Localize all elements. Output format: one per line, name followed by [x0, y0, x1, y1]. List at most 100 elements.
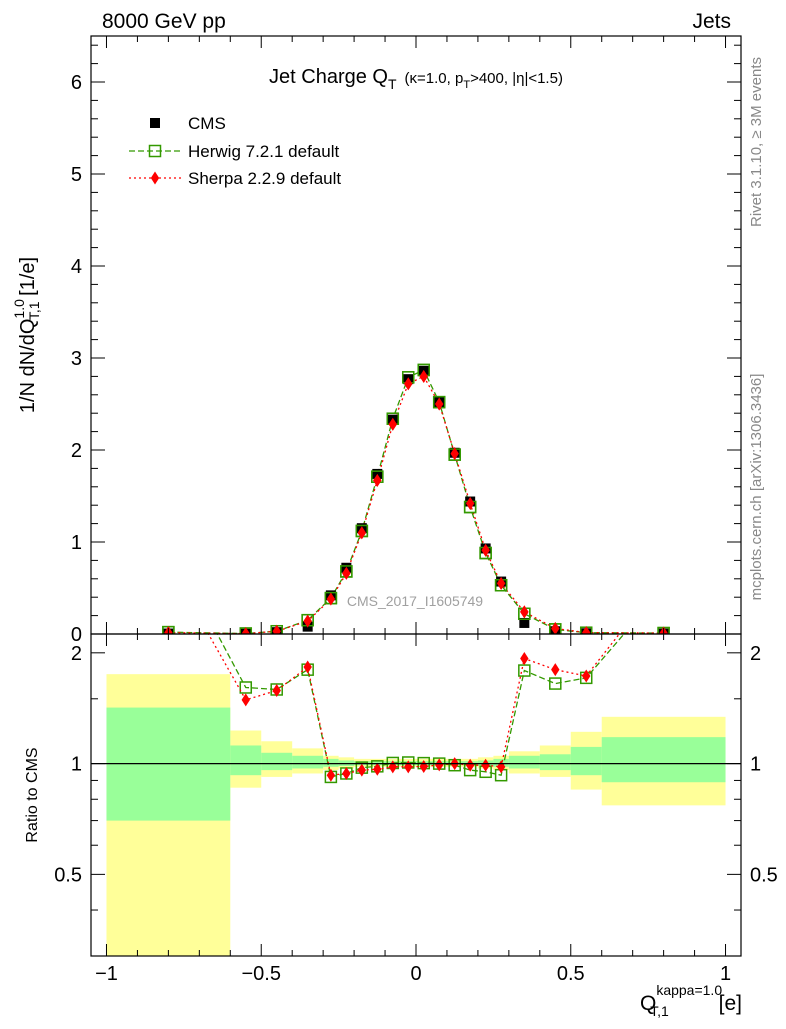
ratio-y-tick-label-right: 0.5	[750, 864, 778, 886]
band-inner	[539, 754, 571, 771]
sherpa-point-overlay	[357, 526, 367, 540]
main-series-layer	[162, 363, 670, 634]
xlabel-pre: Q	[640, 992, 656, 1015]
sherpa-point-overlay	[419, 369, 428, 383]
ratio-series-layer	[163, 537, 669, 784]
sherpa-point	[465, 758, 475, 772]
sherpa-point-overlay	[404, 377, 413, 391]
sherpa-point-overlay	[450, 447, 459, 461]
band-inner	[261, 752, 293, 771]
legend-label: Herwig 7.2.1 default	[188, 142, 339, 161]
legend-label: Sherpa 2.2.9 default	[188, 169, 341, 188]
sherpa-point-overlay	[388, 417, 397, 431]
ratio-y-tick-label-right: 2	[750, 643, 761, 665]
sherpa-point	[435, 758, 444, 772]
title-main-sub: T	[388, 76, 397, 92]
sherpa-point-overlay	[326, 592, 336, 606]
band-inner	[292, 755, 324, 769]
ratio-y-tick-label: 1	[71, 754, 82, 776]
series-line-herwig	[216, 634, 625, 778]
sherpa-point-overlay	[373, 473, 382, 487]
sherpa-point-overlay	[241, 627, 250, 634]
sherpa-point	[582, 669, 591, 683]
cms-data-point	[519, 617, 530, 628]
legend-label: CMS	[188, 114, 226, 133]
sherpa-point-overlay	[435, 397, 444, 411]
xlabel-post: [e]	[713, 992, 742, 1015]
ratio-y-tick-label-right: 1	[750, 754, 761, 776]
title-main: Jet Charge Q	[269, 66, 388, 88]
herwig-point	[518, 664, 531, 677]
energy-label: 8000 GeV pp	[102, 10, 226, 33]
ratio-axes: −1 −0.5 0 0.5 1 0.5 0.5 1 1 2 2	[54, 633, 778, 985]
legend-marker-cms	[150, 118, 160, 128]
sherpa-point	[520, 652, 529, 666]
band-inner	[230, 745, 262, 776]
legend-marker-herwig	[148, 144, 162, 158]
rivet-label: Rivet 3.1.10, ≥ 3M events	[748, 57, 765, 227]
title-cond-pre: (κ=1.0, p	[405, 70, 464, 87]
main-title: Jet Charge QT (κ=1.0, pT>400, |η|<1.5)	[269, 66, 563, 92]
sherpa-point-overlay	[496, 576, 506, 590]
sherpa-point-overlay	[551, 621, 560, 634]
y-tick-label: 0	[71, 624, 82, 646]
main-ylabel: 1/N dN/dQ1.0T,1 [1/e]	[11, 257, 42, 413]
herwig-point	[239, 681, 253, 694]
main-axes: 0 1 2 3 4 5 6	[71, 35, 742, 646]
band-inner	[323, 758, 339, 767]
x-tick-label: 1	[720, 963, 731, 985]
series-line-sherpa	[168, 375, 664, 634]
xlabel-sup: kappa=1.0	[656, 982, 722, 998]
y-tick-label: 4	[71, 256, 82, 278]
sherpa-point-overlay	[465, 496, 475, 510]
sherpa-point	[357, 763, 367, 777]
legend-marker-sherpa	[150, 171, 160, 185]
x-tick-label: −0.5	[241, 963, 280, 985]
x-tick-label: 0.5	[557, 963, 585, 985]
herwig-point	[163, 537, 174, 548]
process-label: Jets	[692, 10, 731, 33]
sherpa-point	[481, 758, 490, 772]
sherpa-point	[303, 660, 312, 674]
sherpa-point	[659, 571, 667, 584]
ylabel-sub: T,1	[26, 301, 42, 320]
sherpa-point	[551, 663, 560, 677]
series-line-sherpa	[207, 634, 621, 776]
y-tick-label: 3	[71, 348, 82, 370]
xlabel-sub: T,1	[650, 1003, 669, 1019]
ylabel-post: [1/e]	[17, 257, 39, 301]
ylabel-sup: 1.0	[11, 299, 27, 319]
y-tick-label: 6	[71, 72, 82, 94]
ratio-ylabel: Ratio to CMS	[24, 747, 41, 842]
title-cond-post: >400, |η|<1.5)	[470, 70, 563, 87]
sherpa-point	[241, 693, 250, 707]
sherpa-point-overlay	[303, 614, 312, 628]
sherpa-point-overlay	[520, 605, 529, 619]
y-tick-label: 5	[71, 164, 82, 186]
sherpa-point-overlay	[272, 624, 281, 634]
x-tick-label: −1	[95, 963, 118, 985]
ratio-uncertainty-bands	[106, 674, 726, 956]
legend: CMS Herwig 7.2.1 default Sherpa 2.2.9 defa…	[129, 114, 341, 188]
analysis-watermark: CMS_2017_I1605749	[347, 593, 483, 609]
sherpa-point-overlay	[342, 566, 351, 580]
herwig-point	[658, 583, 669, 594]
herwig-point	[549, 677, 562, 690]
ratio-y-tick-label: 0.5	[54, 864, 82, 886]
sherpa-point	[164, 557, 172, 570]
ylabel-pre: 1/N dN/dQ	[17, 319, 39, 413]
band-inner	[601, 737, 726, 783]
y-tick-label: 1	[71, 532, 82, 554]
band-inner	[570, 746, 602, 776]
sherpa-point	[342, 766, 351, 780]
band-inner	[508, 755, 540, 769]
y-tick-label: 2	[71, 440, 82, 462]
sherpa-point-overlay	[481, 543, 490, 557]
ratio-y-tick-label: 2	[71, 643, 82, 665]
x-tick-label: 0	[410, 963, 421, 985]
xlabel: Qkappa=1.0 T,1 [e]	[640, 982, 742, 1019]
sherpa-point	[373, 762, 382, 776]
sherpa-point	[272, 683, 281, 697]
